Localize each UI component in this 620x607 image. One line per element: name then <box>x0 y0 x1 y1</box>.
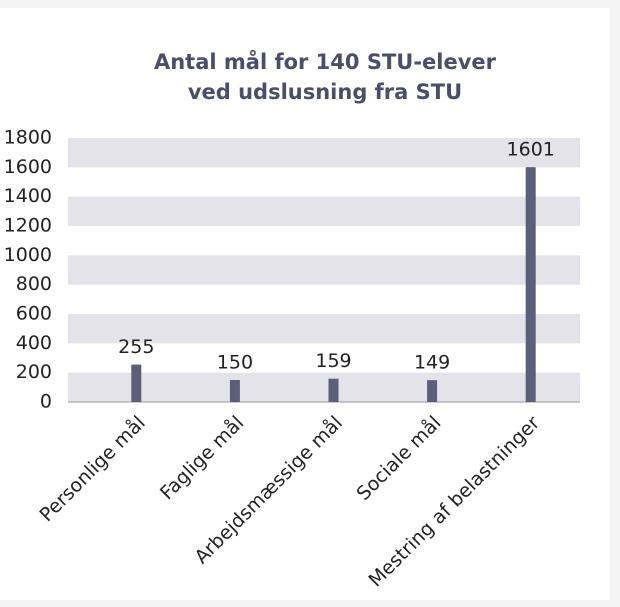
bar <box>427 380 438 402</box>
bar <box>229 380 240 402</box>
grid-band <box>68 314 580 344</box>
y-tick-label: 1800 <box>4 127 52 149</box>
grid-band <box>68 196 580 226</box>
bar <box>131 364 142 402</box>
panel <box>0 8 610 600</box>
chart-title: ved udslusning fra STU <box>188 80 462 104</box>
y-tick-label: 1400 <box>4 185 52 207</box>
grid-band <box>68 255 580 285</box>
y-tick-label: 0 <box>40 391 52 413</box>
y-tick-label: 800 <box>16 273 52 295</box>
data-label: 149 <box>414 352 450 374</box>
grid-band <box>68 138 580 168</box>
chart-title: Antal mål for 140 STU-elever <box>154 49 497 74</box>
y-tick-label: 1600 <box>4 156 52 178</box>
y-tick-label: 1000 <box>4 244 52 266</box>
bar <box>328 378 339 402</box>
y-tick-label: 400 <box>16 332 52 354</box>
data-label: 255 <box>118 336 154 358</box>
y-tick-label: 1200 <box>4 215 52 237</box>
bar <box>525 167 536 402</box>
y-tick-label: 200 <box>16 361 52 383</box>
data-label: 1601 <box>507 139 555 161</box>
data-label: 150 <box>217 352 253 374</box>
grid-band <box>68 372 580 402</box>
data-label: 159 <box>315 350 351 372</box>
y-tick-label: 600 <box>16 303 52 325</box>
